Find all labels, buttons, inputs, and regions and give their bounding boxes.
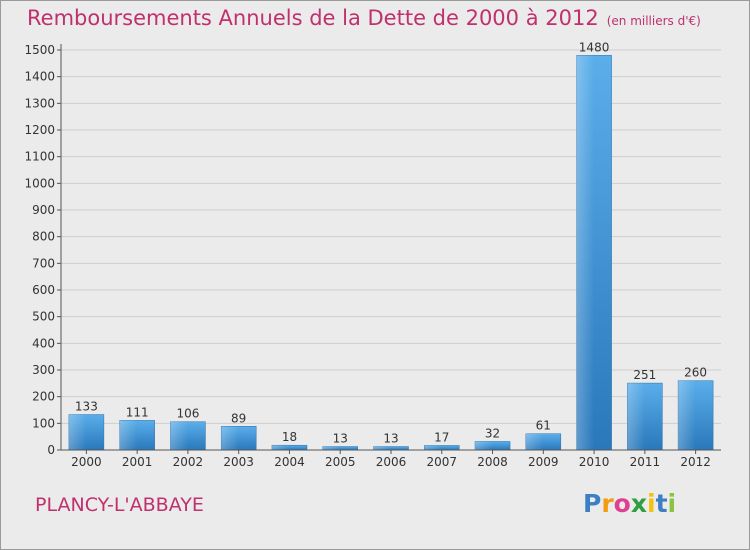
x-tick-label: 2000 (71, 455, 102, 469)
logo-letter: o (613, 489, 631, 518)
bar-highlight (170, 421, 206, 450)
x-tick-label: 2012 (680, 455, 711, 469)
chart-title: Remboursements Annuels de la Dette de 20… (27, 6, 701, 30)
y-tick-label: 1000 (24, 176, 55, 190)
bar-highlight (576, 55, 612, 450)
y-tick-label: 1500 (24, 43, 55, 57)
y-tick-label: 800 (32, 230, 55, 244)
bar-highlight (424, 445, 460, 450)
chart-title-text: Remboursements Annuels de la Dette de 20… (27, 6, 599, 30)
x-tick-label: 2005 (325, 455, 356, 469)
y-tick-label: 600 (32, 283, 55, 297)
logo-letter: P (583, 489, 602, 518)
x-tick-label: 2009 (528, 455, 559, 469)
y-tick-label: 1400 (24, 70, 55, 84)
value-label: 32 (485, 426, 500, 440)
bar-highlight (322, 446, 358, 450)
logo-letter: i (667, 489, 677, 518)
y-tick-label: 700 (32, 256, 55, 270)
labels: 0 100 200 300 400 500 600 700 800 900 1000 1100 1200… (24, 40, 710, 469)
y-tick-label: 1100 (24, 150, 55, 164)
bar-highlight (475, 441, 511, 450)
value-label: 89 (231, 411, 246, 425)
x-tick-label: 2011 (630, 455, 661, 469)
y-tick-label: 400 (32, 336, 55, 350)
chart-subtitle: (en milliers d'€) (606, 14, 701, 28)
value-label: 251 (633, 368, 656, 382)
value-label: 260 (684, 366, 707, 380)
x-tick-label: 2004 (274, 455, 305, 469)
bar-highlight (68, 414, 104, 450)
y-tick-label: 300 (32, 363, 55, 377)
logo-letter: t (655, 489, 668, 518)
bar-highlight (221, 426, 257, 450)
y-tick-label: 200 (32, 390, 55, 404)
y-tick-label: 0 (47, 443, 55, 457)
value-label: 18 (282, 430, 297, 444)
x-tick-label: 2007 (426, 455, 457, 469)
value-label: 111 (126, 405, 149, 419)
value-label: 13 (383, 432, 398, 446)
bar-highlight (678, 380, 714, 450)
x-tick-label: 2006 (376, 455, 407, 469)
logo-letter: i (647, 489, 656, 518)
x-tick-label: 2008 (477, 455, 508, 469)
city-name: PLANCY-L'ABBAYE (35, 494, 204, 516)
x-tick-label: 2001 (122, 455, 153, 469)
proxiti-logo: Proxiti (583, 489, 676, 518)
value-label: 133 (75, 400, 98, 414)
y-tick-label: 100 (32, 416, 55, 430)
value-label: 17 (434, 430, 449, 444)
y-tick-label: 900 (32, 203, 55, 217)
grid-lines (61, 49, 721, 424)
bars (68, 55, 714, 451)
logo-letter: r (601, 489, 614, 518)
bar-highlight (373, 446, 409, 450)
value-label: 1480 (579, 40, 610, 54)
y-tick-label: 1300 (24, 96, 55, 110)
y-tick-label: 1200 (24, 123, 55, 137)
value-label: 13 (333, 432, 348, 446)
x-tick-label: 2003 (223, 455, 254, 469)
axes (57, 44, 721, 454)
bar-highlight (119, 420, 155, 450)
bar-highlight (271, 445, 307, 450)
value-label: 106 (176, 407, 199, 421)
value-label: 61 (536, 419, 551, 433)
y-tick-label: 500 (32, 310, 55, 324)
x-tick-label: 2002 (173, 455, 204, 469)
bar-highlight (627, 383, 663, 450)
logo-letter: x (630, 489, 647, 518)
x-tick-label: 2010 (579, 455, 610, 469)
bar-highlight (525, 433, 561, 450)
